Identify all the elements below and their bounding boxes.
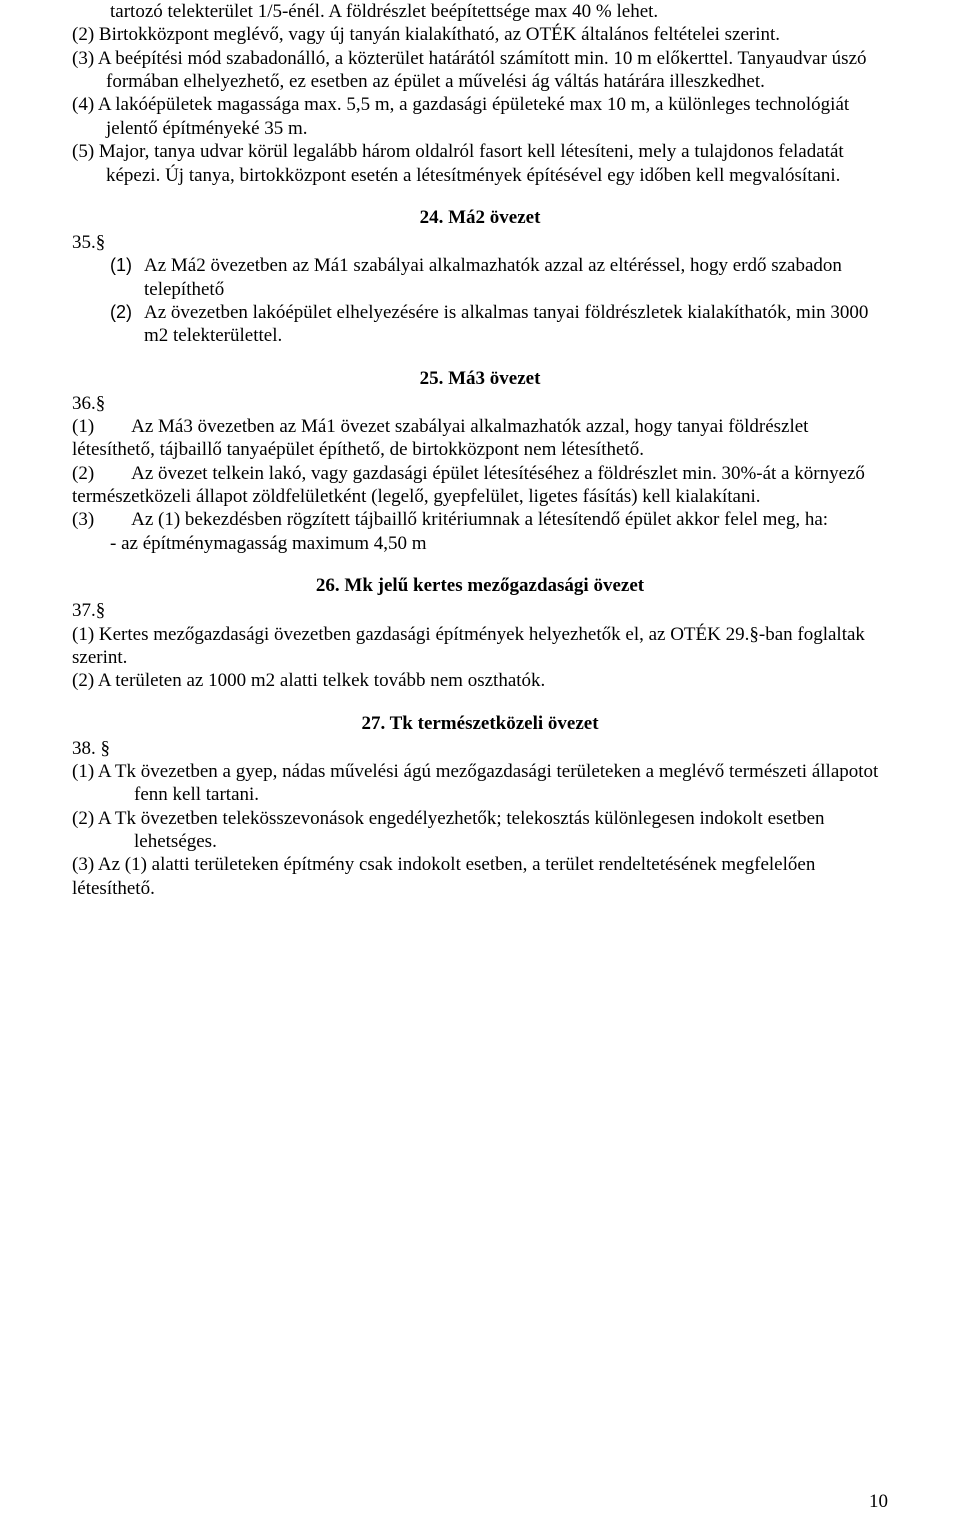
section-27-p2: (2) A Tk övezetben telekösszevonások eng… [72,807,888,854]
section-25-p1: (1) Az Má3 övezetben az Má1 övezet szabá… [72,415,888,462]
paragraph-4: (4) A lakóépületek magassága max. 5,5 m,… [72,93,888,140]
section-25-title: 25. Má3 övezet [72,368,888,390]
page-number: 10 [869,1491,888,1513]
section-27-p3: (3) Az (1) alatti területeken építmény c… [72,853,888,900]
list-marker: (2) [110,301,132,323]
section-24-item-1: (1) Az Má2 övezetben az Má1 szabályai al… [110,254,888,301]
section-27-p1: (1) A Tk övezetben a gyep, nádas művelés… [72,760,888,807]
page: tartozó telekterület 1/5-énél. A földrés… [0,0,960,1519]
paragraph-5: (5) Major, tanya udvar körül legalább há… [72,140,888,187]
paragraph-2: (2) Birtokközpont meglévő, vagy új tanyá… [72,23,888,46]
section-27-title: 27. Tk természetközeli övezet [72,713,888,735]
section-25-p2: (2) Az övezet telkein lakó, vagy gazdasá… [72,462,888,509]
list-marker: (1) [110,254,132,276]
section-25-dash-item: - az építménymagasság maximum 4,50 m [72,532,888,555]
section-26-number: 37.§ [72,599,888,622]
section-26-p2: (2) A területen az 1000 m2 alatti telkek… [72,669,888,692]
section-26-title: 26. Mk jelű kertes mezőgazdasági övezet [72,575,888,597]
section-25-p3: (3) Az (1) bekezdésben rögzített tájbail… [72,508,888,531]
section-24-list: (1) Az Má2 övezetben az Má1 szabályai al… [72,254,888,347]
section-24-number: 35.§ [72,231,888,254]
section-27-number: 38. § [72,737,888,760]
paragraph-3: (3) A beépítési mód szabadonálló, a közt… [72,47,888,94]
list-text: Az övezetben lakóépület elhelyezésére is… [144,302,868,346]
section-26-p1: (1) Kertes mezőgazdasági övezetben gazda… [72,623,888,670]
list-text: Az Má2 övezetben az Má1 szabályai alkalm… [144,255,842,299]
continuation-text: tartozó telekterület 1/5-énél. A földrés… [72,0,888,23]
section-24-title: 24. Má2 övezet [72,207,888,229]
section-24-item-2: (2) Az övezetben lakóépület elhelyezésér… [110,301,888,348]
section-25-number: 36.§ [72,392,888,415]
